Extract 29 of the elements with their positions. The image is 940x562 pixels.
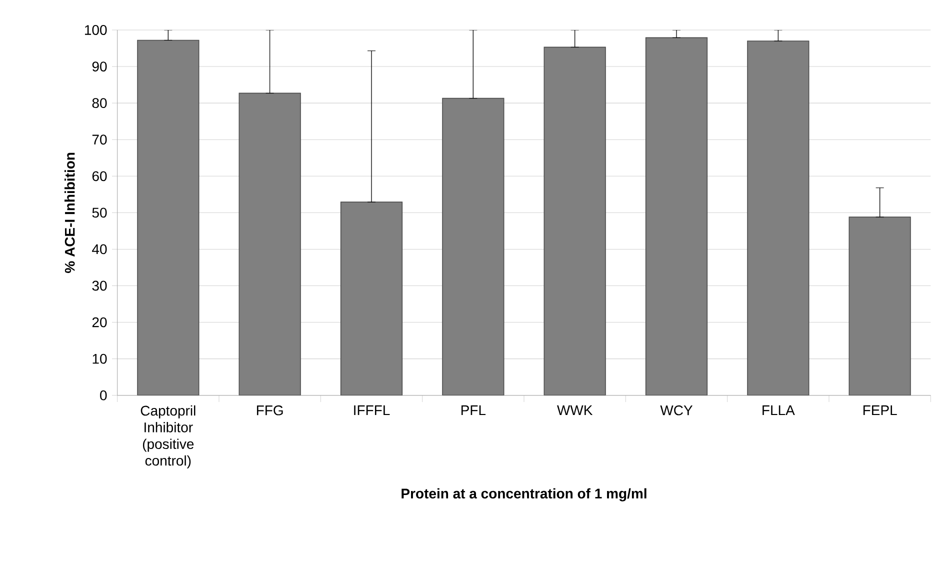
y-axis-title: % ACE-I Inhibition <box>64 152 75 273</box>
y-tick-label: 70 <box>92 134 107 145</box>
bar <box>645 37 708 396</box>
bar <box>442 98 504 396</box>
y-tick-label: 50 <box>92 208 107 218</box>
bar <box>848 216 911 396</box>
y-tick-label: 40 <box>92 244 107 254</box>
x-tick-label: PFL <box>461 405 486 416</box>
x-tick-label: FLLA <box>762 405 795 416</box>
x-tick-label: WWK <box>557 405 593 416</box>
y-tick-label: 10 <box>92 354 107 364</box>
x-tick-label: FFG <box>256 405 283 416</box>
bar <box>238 92 301 396</box>
y-tick-label: 0 <box>100 390 107 400</box>
x-axis-title: Protein at a concentration of 1 mg/ml <box>402 488 646 502</box>
y-tick-label: 30 <box>92 280 107 291</box>
bar <box>137 40 200 396</box>
x-tick-label: FEPL <box>863 405 897 416</box>
y-tick-label: 20 <box>92 317 107 328</box>
y-tick-label: 80 <box>92 98 107 108</box>
y-tick-label: 60 <box>92 171 107 182</box>
bar <box>544 46 606 396</box>
x-tick-label: WCY <box>660 405 693 416</box>
bar <box>747 40 810 396</box>
x-tick-label: IFFFL <box>354 405 390 416</box>
y-tick-label: 90 <box>92 62 107 72</box>
y-tick-label: 100 <box>85 25 107 35</box>
bar <box>340 202 403 396</box>
x-tick-label: Captopril Inhibitor (positive control) <box>140 405 196 468</box>
